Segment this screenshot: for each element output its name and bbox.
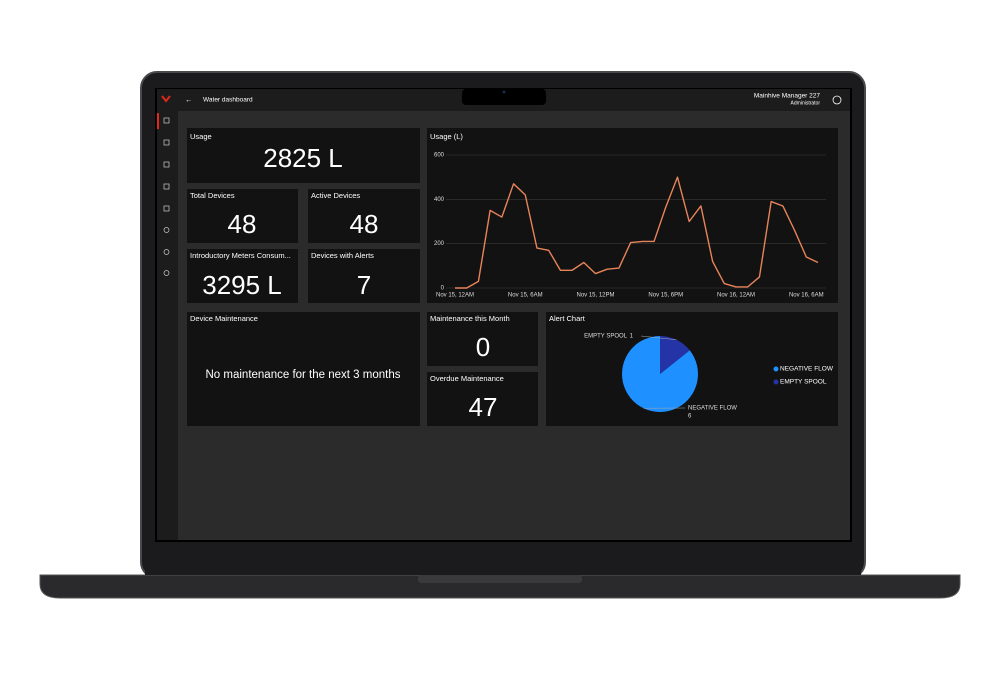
chart-title: Alert Chart <box>549 314 586 323</box>
card-title: Total Devices <box>190 191 235 200</box>
sidebar <box>157 111 178 540</box>
card-title: Overdue Maintenance <box>430 374 504 383</box>
back-button[interactable]: ← <box>185 95 193 104</box>
user-name[interactable]: Mainhive Manager 227 <box>754 93 821 100</box>
y-tick-label: 600 <box>434 153 445 159</box>
card-value: 3295 L <box>202 270 282 300</box>
active-indicator <box>157 113 159 129</box>
chart-title: Usage (L) <box>430 132 463 141</box>
card-title: Active Devices <box>311 191 360 200</box>
page-title: Water dashboard <box>203 97 253 104</box>
trackpad-notch <box>418 575 582 583</box>
x-tick-label: Nov 15, 6PM <box>648 293 683 299</box>
camera <box>503 91 506 94</box>
x-tick-label: Nov 15, 12AM <box>436 293 474 299</box>
legend-label: EMPTY SPOOL <box>780 379 827 386</box>
card-title: Introductory Meters Consum... <box>190 251 291 260</box>
x-tick-label: Nov 15, 12PM <box>577 293 615 299</box>
y-tick-label: 400 <box>434 197 445 203</box>
user-role: Administrator <box>791 100 821 106</box>
card-value: 2825 L <box>263 143 343 173</box>
legend-label: NEGATIVE FLOW <box>780 366 834 373</box>
x-tick-label: Nov 15, 6AM <box>508 293 543 299</box>
card-value: 0 <box>476 332 490 362</box>
y-tick-label: 200 <box>434 241 445 247</box>
card-value: 48 <box>228 209 257 239</box>
card-title: Devices with Alerts <box>311 251 374 260</box>
slice-label: NEGATIVE FLOW <box>688 406 737 412</box>
laptop-hinge <box>145 550 861 575</box>
card-value: 7 <box>357 270 371 300</box>
legend-swatch <box>774 367 779 372</box>
card-value: 48 <box>350 209 379 239</box>
card-title: Device Maintenance <box>190 314 258 323</box>
card-value: 47 <box>469 392 498 422</box>
x-tick-label: Nov 16, 12AM <box>717 293 755 299</box>
empty-message: No maintenance for the next 3 months <box>206 369 401 381</box>
slice-label: EMPTY SPOOL <box>584 334 628 340</box>
x-tick-label: Nov 16, 6AM <box>789 293 824 299</box>
card-title: Maintenance this Month <box>430 314 510 323</box>
legend-swatch <box>774 380 779 385</box>
card-title: Usage <box>190 132 212 141</box>
